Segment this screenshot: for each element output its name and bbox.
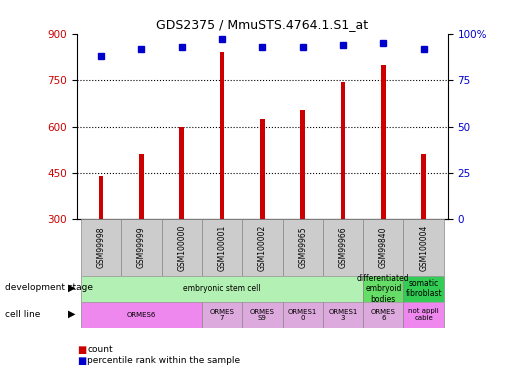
Text: GSM100004: GSM100004: [419, 224, 428, 271]
Bar: [242, 219, 282, 276]
Bar: [282, 302, 323, 328]
Bar: [301, 110, 305, 219]
Text: percentile rank within the sample: percentile rank within the sample: [87, 356, 241, 365]
Text: ORMES1
0: ORMES1 0: [288, 309, 317, 321]
Bar: [162, 219, 202, 276]
Text: ■: ■: [77, 345, 86, 354]
Title: GDS2375 / MmuSTS.4764.1.S1_at: GDS2375 / MmuSTS.4764.1.S1_at: [156, 18, 368, 31]
Text: ORMES
6: ORMES 6: [371, 309, 396, 321]
Text: embryonic stem cell: embryonic stem cell: [183, 284, 261, 293]
Bar: [202, 219, 242, 276]
Text: GSM100000: GSM100000: [177, 224, 186, 271]
Text: not appli
cable: not appli cable: [408, 309, 439, 321]
Bar: [323, 302, 363, 328]
Bar: [421, 154, 426, 219]
Text: GSM99840: GSM99840: [379, 227, 388, 268]
Text: development stage: development stage: [5, 284, 93, 292]
Bar: [381, 65, 386, 219]
Text: cell line: cell line: [5, 310, 41, 319]
Bar: [81, 276, 363, 302]
Bar: [139, 154, 144, 219]
Text: ORMES
S9: ORMES S9: [250, 309, 275, 321]
Bar: [81, 219, 121, 276]
Text: ORMES
7: ORMES 7: [209, 309, 234, 321]
Text: ■: ■: [77, 356, 86, 366]
Text: somatic
fibroblast: somatic fibroblast: [405, 279, 442, 298]
Bar: [179, 127, 184, 219]
Bar: [363, 219, 403, 276]
Bar: [403, 219, 444, 276]
Text: count: count: [87, 345, 113, 354]
Text: GSM99965: GSM99965: [298, 226, 307, 268]
Bar: [81, 302, 202, 328]
Text: GSM99998: GSM99998: [96, 227, 105, 268]
Bar: [403, 276, 444, 302]
Text: ORMES6: ORMES6: [127, 312, 156, 318]
Bar: [219, 53, 224, 219]
Bar: [121, 219, 162, 276]
Text: GSM100001: GSM100001: [217, 224, 226, 271]
Text: ▶: ▶: [68, 309, 75, 319]
Bar: [363, 302, 403, 328]
Bar: [282, 219, 323, 276]
Bar: [260, 119, 265, 219]
Bar: [99, 176, 103, 219]
Bar: [363, 276, 403, 302]
Bar: [341, 82, 346, 219]
Text: GSM99999: GSM99999: [137, 226, 146, 268]
Text: GSM100002: GSM100002: [258, 224, 267, 271]
Bar: [403, 302, 444, 328]
Bar: [323, 219, 363, 276]
Text: ORMES1
3: ORMES1 3: [328, 309, 358, 321]
Bar: [202, 302, 242, 328]
Bar: [242, 302, 282, 328]
Text: ▶: ▶: [68, 283, 75, 293]
Text: GSM99966: GSM99966: [339, 226, 348, 268]
Text: differentiated
embryoid
bodies: differentiated embryoid bodies: [357, 274, 410, 304]
